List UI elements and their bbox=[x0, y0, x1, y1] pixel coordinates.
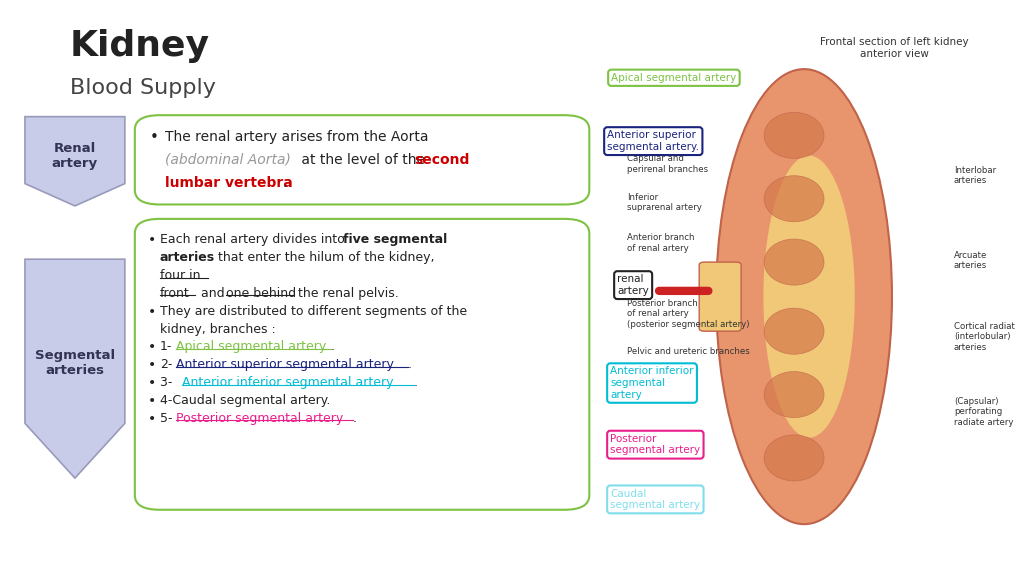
FancyBboxPatch shape bbox=[135, 219, 590, 510]
Text: Pelvic and ureteric branches: Pelvic and ureteric branches bbox=[628, 347, 750, 356]
Text: lumbar vertebra: lumbar vertebra bbox=[165, 176, 293, 190]
Text: .: . bbox=[331, 340, 335, 354]
Text: (abdominal Aorta): (abdominal Aorta) bbox=[165, 153, 291, 166]
Text: Renal
artery: Renal artery bbox=[52, 142, 98, 169]
Ellipse shape bbox=[764, 372, 824, 418]
Text: .: . bbox=[352, 412, 356, 425]
Text: renal
artery: renal artery bbox=[617, 274, 649, 296]
Text: Capsular and
perirenal branches: Capsular and perirenal branches bbox=[628, 154, 709, 174]
Text: •: • bbox=[147, 394, 156, 408]
Text: one behind: one behind bbox=[225, 287, 296, 300]
Ellipse shape bbox=[716, 69, 892, 524]
Polygon shape bbox=[25, 259, 125, 478]
Text: four in: four in bbox=[160, 269, 201, 282]
Text: The renal artery arises from the Aorta: The renal artery arises from the Aorta bbox=[165, 130, 428, 143]
Text: Anterior superior segmental artery: Anterior superior segmental artery bbox=[176, 358, 393, 372]
Text: •: • bbox=[147, 305, 156, 319]
Text: front: front bbox=[160, 287, 189, 300]
Text: 5-: 5- bbox=[160, 412, 172, 425]
Text: five segmental: five segmental bbox=[343, 233, 446, 247]
Text: Apical segmental artery: Apical segmental artery bbox=[176, 340, 326, 354]
Text: (Capsular)
perforating
radiate artery: (Capsular) perforating radiate artery bbox=[954, 397, 1014, 427]
Text: Anterior inferior segmental artery: Anterior inferior segmental artery bbox=[182, 376, 393, 389]
Text: Arcuate
arteries: Arcuate arteries bbox=[954, 251, 987, 270]
Text: 1-: 1- bbox=[160, 340, 172, 354]
Text: •: • bbox=[147, 376, 156, 390]
Text: Posterior segmental artery: Posterior segmental artery bbox=[176, 412, 343, 425]
Text: Apical segmental artery: Apical segmental artery bbox=[611, 73, 736, 83]
Text: that enter the hilum of the kidney,: that enter the hilum of the kidney, bbox=[214, 251, 438, 264]
Text: Anterior superior
segmental artery.: Anterior superior segmental artery. bbox=[607, 130, 699, 152]
Ellipse shape bbox=[763, 156, 855, 438]
Text: .: . bbox=[283, 176, 287, 190]
Text: 2-: 2- bbox=[160, 358, 172, 372]
Text: 3-: 3- bbox=[160, 376, 176, 389]
Ellipse shape bbox=[764, 308, 824, 354]
Text: Posterior
segmental artery: Posterior segmental artery bbox=[610, 434, 700, 456]
Ellipse shape bbox=[764, 112, 824, 158]
Text: and: and bbox=[197, 287, 228, 300]
Text: arteries: arteries bbox=[160, 251, 215, 264]
Text: Anterior inferior
segmental
artery: Anterior inferior segmental artery bbox=[610, 366, 694, 400]
Text: second: second bbox=[415, 153, 470, 166]
Text: Blood Supply: Blood Supply bbox=[70, 78, 216, 98]
FancyBboxPatch shape bbox=[135, 115, 590, 204]
Text: •: • bbox=[147, 412, 156, 426]
Text: 4-Caudal segmental artery.: 4-Caudal segmental artery. bbox=[160, 394, 330, 407]
Text: •: • bbox=[147, 340, 156, 354]
Ellipse shape bbox=[764, 176, 824, 222]
Text: •: • bbox=[150, 130, 159, 145]
Text: at the level of the: at the level of the bbox=[297, 153, 429, 166]
Text: .: . bbox=[408, 358, 412, 372]
Text: Segmental
arteries: Segmental arteries bbox=[35, 349, 115, 377]
FancyBboxPatch shape bbox=[699, 262, 741, 331]
Text: Anterior branch
of renal artery: Anterior branch of renal artery bbox=[628, 233, 694, 253]
Text: They are distributed to different segments of the: They are distributed to different segmen… bbox=[160, 305, 467, 318]
Text: Cortical radiat
(interlobular)
arteries: Cortical radiat (interlobular) arteries bbox=[954, 322, 1015, 352]
Ellipse shape bbox=[764, 239, 824, 285]
Text: Frontal section of left kidney
anterior view: Frontal section of left kidney anterior … bbox=[819, 37, 969, 59]
Text: kidney, branches :: kidney, branches : bbox=[160, 323, 275, 336]
Text: •: • bbox=[147, 233, 156, 247]
Text: Inferior
suprarenal artery: Inferior suprarenal artery bbox=[628, 193, 702, 213]
Text: Each renal artery divides into: Each renal artery divides into bbox=[160, 233, 348, 247]
Ellipse shape bbox=[764, 435, 824, 481]
Text: Posterior branch
of renal artery
(posterior segmental artery): Posterior branch of renal artery (poster… bbox=[628, 299, 750, 329]
Text: Caudal
segmental artery: Caudal segmental artery bbox=[610, 488, 700, 510]
Text: Interlobar
arteries: Interlobar arteries bbox=[954, 166, 996, 185]
Text: Kidney: Kidney bbox=[70, 29, 210, 63]
Text: the renal pelvis.: the renal pelvis. bbox=[294, 287, 398, 300]
Text: •: • bbox=[147, 358, 156, 372]
Polygon shape bbox=[25, 116, 125, 206]
Text: .: . bbox=[414, 376, 418, 389]
